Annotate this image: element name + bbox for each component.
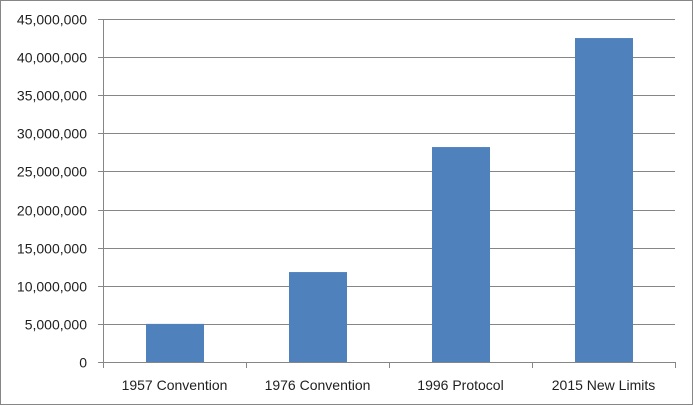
x-tick-label: 1996 Protocol [417,377,503,393]
y-tick-label: 10,000,000 [17,279,87,295]
y-tick-label: 45,000,000 [17,12,87,28]
x-tick-label: 1976 Convention [265,377,371,393]
y-tick-label: 25,000,000 [17,164,87,180]
bar [432,147,490,362]
bar [146,323,204,362]
y-tick-label: 0 [79,355,87,371]
axes [98,19,676,368]
gridlines [103,19,675,325]
x-tick-label: 2015 New Limits [552,377,656,393]
bars [146,38,633,363]
y-tick-label: 30,000,000 [17,126,87,142]
bar [289,272,347,362]
y-tick-label: 20,000,000 [17,203,87,219]
y-tick-labels: 0 5,000,000 10,000,000 15,000,000 20,000,000… [17,12,87,371]
y-tick-label: 15,000,000 [17,241,87,257]
y-tick-label: 40,000,000 [17,50,87,66]
y-tick-label: 5,000,000 [25,317,87,333]
bar [575,38,633,363]
x-tick-labels: 1957 Convention 1976 Convention 1996 Proto… [122,377,656,393]
x-tick-label: 1957 Convention [122,377,228,393]
y-tick-label: 35,000,000 [17,88,87,104]
